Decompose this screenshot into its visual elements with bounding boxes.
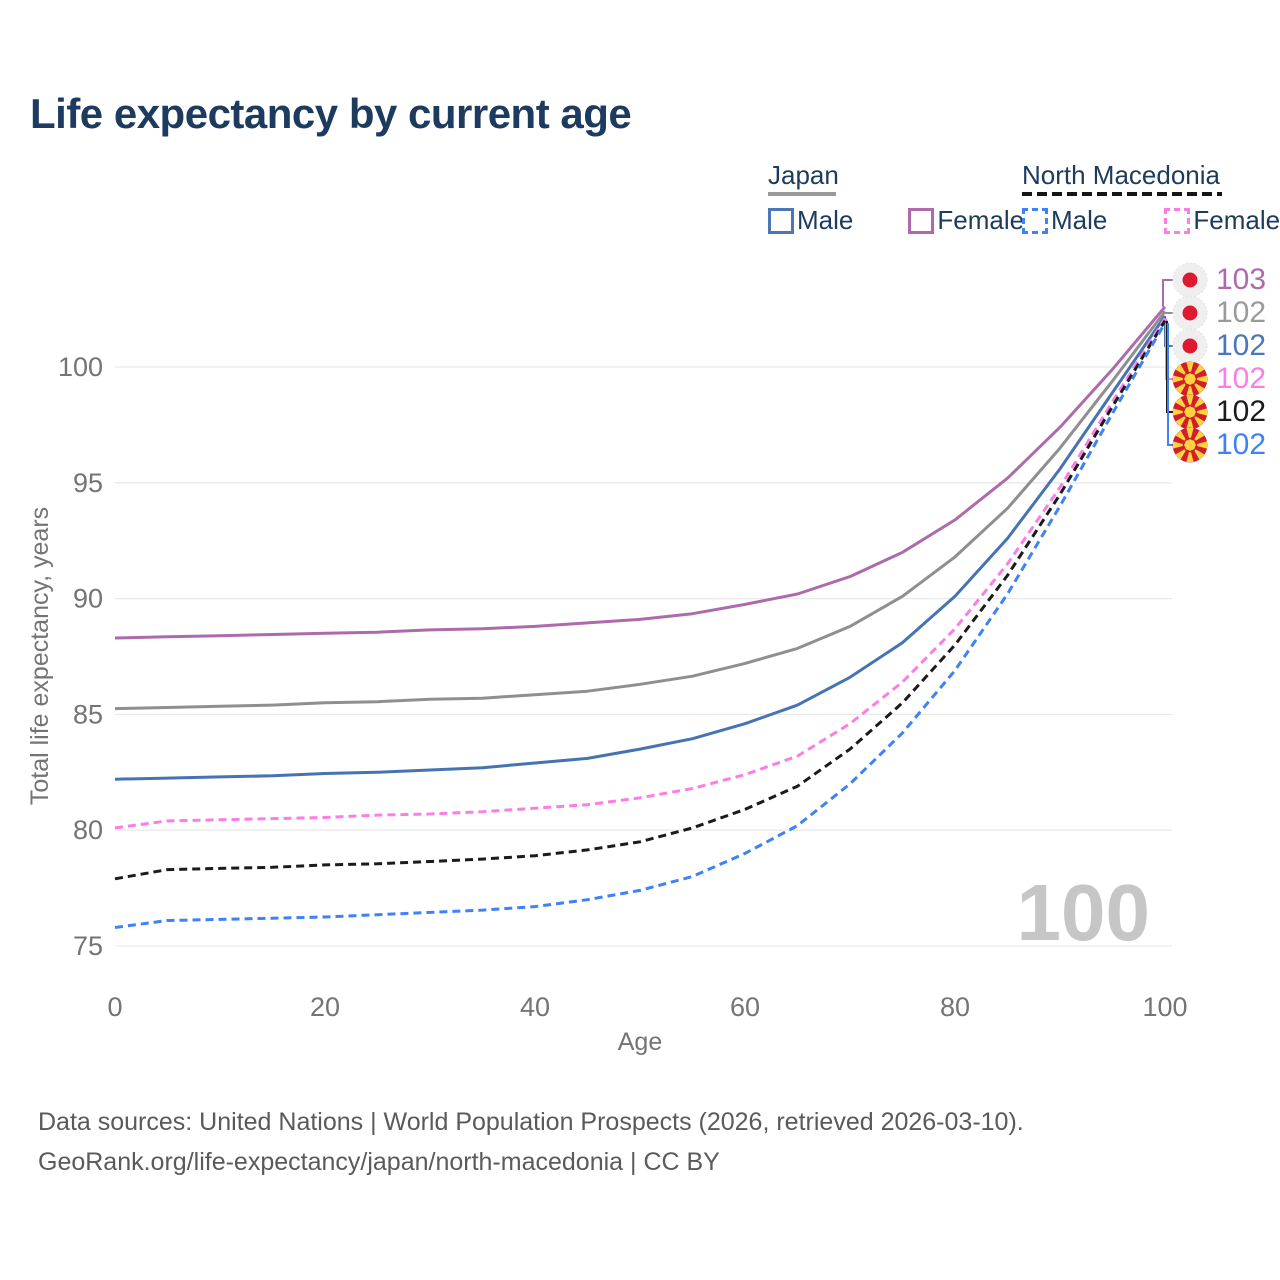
end-label-north-macedonia-total: 102 xyxy=(1172,394,1266,430)
y-tick-85: 85 xyxy=(73,699,103,729)
north-macedonia-flag-icon xyxy=(1172,427,1208,463)
x-tick-60: 60 xyxy=(730,992,760,1022)
legend-north-macedonia-female-label: Female xyxy=(1193,205,1280,235)
legend-japan-female-label: Female xyxy=(937,205,1025,235)
legend-japan-heading: Japan xyxy=(768,160,839,190)
y-tick-95: 95 xyxy=(73,468,103,498)
legend-japan-female-swatch xyxy=(908,207,935,234)
legend-north-macedonia-underline xyxy=(1022,192,1222,196)
page-title: Life expectancy by current age xyxy=(30,90,632,137)
x-axis-title: Age xyxy=(618,1028,662,1056)
end-value-north-macedonia-male: 102 xyxy=(1216,428,1267,461)
japan-flag-icon xyxy=(1172,328,1208,364)
y-tick-90: 90 xyxy=(73,584,103,614)
leader-japan-female xyxy=(1162,279,1174,307)
end-value-north-macedonia-total: 102 xyxy=(1216,395,1267,428)
series-japan-total xyxy=(114,310,1167,711)
y-tick-75: 75 xyxy=(73,931,103,961)
legend-japan: Japan Male Female xyxy=(768,160,1024,236)
legend-north-macedonia-heading: North Macedonia xyxy=(1022,160,1220,190)
series-japan-female xyxy=(114,305,1167,640)
legend-north-macedonia-female-swatch xyxy=(1164,207,1191,234)
legend-japan-male-label: Male xyxy=(797,205,854,235)
footer-attribution: GeoRank.org/life-expectancy/japan/north-… xyxy=(38,1148,720,1176)
y-axis-title: Total life expectancy, years xyxy=(26,507,54,805)
series-japan-male xyxy=(114,315,1167,781)
legend-north-macedonia: North Macedonia Male Female xyxy=(1022,160,1280,236)
end-label-japan-female: 103 xyxy=(1172,262,1266,298)
end-label-japan-total: 102 xyxy=(1172,295,1266,331)
end-label-japan-male: 102 xyxy=(1172,328,1266,364)
end-label-north-macedonia-female: 102 xyxy=(1172,361,1266,397)
series-north-macedonia-male xyxy=(114,322,1167,929)
x-tick-100: 100 xyxy=(1142,992,1187,1022)
x-tick-40: 40 xyxy=(520,992,550,1022)
end-value-japan-total: 102 xyxy=(1216,296,1267,329)
age-counter-watermark: 100 xyxy=(1017,868,1150,957)
japan-flag-icon xyxy=(1172,262,1208,298)
japan-flag-icon xyxy=(1172,295,1208,331)
x-tick-20: 20 xyxy=(310,992,340,1022)
end-value-north-macedonia-female: 102 xyxy=(1216,362,1267,395)
legend-north-macedonia-male-swatch xyxy=(1022,207,1048,234)
footer-data-sources: Data sources: United Nations | World Pop… xyxy=(38,1108,1024,1136)
y-tick-100: 100 xyxy=(58,352,103,382)
end-value-japan-male: 102 xyxy=(1216,329,1267,362)
series-north-macedonia-female xyxy=(114,317,1167,830)
legend-japan-underline xyxy=(768,192,836,196)
legend-japan-male-swatch xyxy=(768,207,794,234)
series-north-macedonia-total xyxy=(114,319,1167,881)
legend-north-macedonia-male-label: Male xyxy=(1051,205,1108,235)
end-value-japan-female: 103 xyxy=(1216,263,1267,296)
north-macedonia-flag-icon xyxy=(1172,394,1208,430)
north-macedonia-flag-icon xyxy=(1172,361,1208,397)
x-tick-0: 0 xyxy=(107,992,122,1022)
x-tick-80: 80 xyxy=(940,992,970,1022)
y-tick-80: 80 xyxy=(73,815,103,845)
end-label-north-macedonia-male: 102 xyxy=(1172,427,1266,463)
leader-north-macedonia-male xyxy=(1167,323,1174,446)
